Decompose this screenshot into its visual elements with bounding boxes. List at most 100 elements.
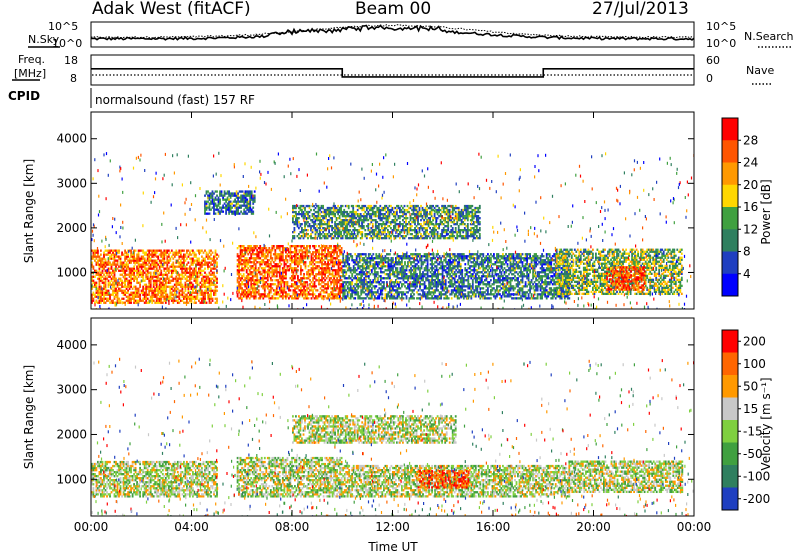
- cell-mark: [322, 271, 325, 274]
- cell-mark: [500, 283, 503, 286]
- cell-mark: [178, 301, 181, 304]
- cell-mark: [474, 269, 477, 272]
- cell-mark: [260, 255, 263, 258]
- cell-mark: [101, 291, 104, 294]
- cell-mark: [241, 249, 244, 252]
- cell-mark: [315, 257, 317, 260]
- cell-mark: [94, 269, 96, 272]
- cell-mark: [292, 245, 295, 248]
- cell-mark: [169, 269, 172, 272]
- cell-mark: [253, 285, 256, 288]
- cell-mark: [278, 293, 281, 296]
- cell-mark: [396, 255, 399, 258]
- cell-mark: [426, 257, 429, 260]
- cell-mark: [242, 263, 245, 266]
- cell-mark: [331, 293, 334, 296]
- cell-mark: [309, 245, 311, 248]
- cell-mark: [149, 281, 152, 284]
- cell-mark: [402, 291, 405, 294]
- cell-mark: [487, 269, 489, 272]
- cell-mark: [272, 275, 275, 278]
- cell-mark: [402, 265, 405, 268]
- cell-mark: [404, 273, 406, 276]
- cell-mark: [288, 287, 290, 290]
- cell-mark: [524, 281, 527, 284]
- cell-mark: [274, 255, 277, 258]
- cell-mark: [104, 289, 107, 292]
- cell-mark: [176, 283, 179, 286]
- cell-mark: [245, 287, 248, 290]
- cell-mark: [432, 273, 435, 276]
- cell-mark: [158, 249, 161, 252]
- cell-mark: [262, 261, 265, 264]
- cell-mark: [149, 265, 152, 268]
- cell-mark: [392, 261, 394, 264]
- cell-mark: [133, 301, 136, 304]
- cell-mark: [164, 273, 167, 276]
- cell-mark: [485, 255, 488, 258]
- cell-mark: [169, 285, 172, 288]
- cell-mark: [148, 265, 151, 268]
- cell-mark: [517, 277, 519, 280]
- cell-mark: [263, 271, 266, 274]
- cell-mark: [503, 293, 506, 296]
- cell-mark: [423, 281, 426, 284]
- cell-mark: [257, 291, 260, 294]
- cell-mark: [515, 277, 518, 280]
- cell-mark: [473, 289, 476, 292]
- cell-mark: [536, 275, 539, 278]
- cell-mark: [363, 267, 366, 270]
- cell-mark: [396, 281, 399, 284]
- cell-mark: [499, 269, 501, 272]
- cell-mark: [533, 291, 536, 294]
- cell-mark: [383, 263, 385, 266]
- cell-mark: [452, 259, 455, 262]
- cell-mark: [181, 285, 184, 288]
- cell-mark: [318, 277, 320, 280]
- cell-mark: [193, 251, 196, 254]
- cell-mark: [336, 271, 339, 274]
- cell-mark: [471, 261, 474, 264]
- cell-mark: [468, 287, 471, 290]
- cell-mark: [104, 249, 107, 252]
- cell-mark: [239, 283, 242, 286]
- cell-mark: [195, 285, 197, 288]
- cell-mark: [517, 253, 519, 256]
- cell-mark: [163, 297, 166, 300]
- cell-mark: [118, 265, 120, 268]
- cell-mark: [342, 271, 345, 274]
- cell-mark: [542, 269, 545, 272]
- cell-mark: [407, 257, 409, 260]
- cell-mark: [453, 293, 456, 296]
- cell-mark: [480, 265, 483, 268]
- cell-mark: [301, 259, 304, 262]
- cell-mark: [484, 271, 486, 274]
- cell-mark: [361, 263, 364, 266]
- cell-mark: [331, 255, 334, 258]
- cell-mark: [160, 299, 163, 302]
- cell-mark: [192, 259, 194, 262]
- cell-mark: [184, 267, 187, 270]
- cell-mark: [133, 285, 136, 288]
- cell-mark: [285, 281, 287, 284]
- cell-mark: [151, 299, 154, 302]
- cell-mark: [487, 263, 489, 266]
- cell-mark: [204, 261, 206, 264]
- cell-mark: [456, 271, 459, 274]
- cell-mark: [143, 251, 146, 254]
- cell-mark: [566, 273, 569, 276]
- cell-mark: [166, 293, 169, 296]
- cell-mark: [379, 275, 382, 278]
- cell-mark: [479, 277, 482, 280]
- cell-mark: [496, 255, 498, 258]
- cell-mark: [322, 277, 325, 280]
- cell-mark: [530, 261, 533, 264]
- cell-mark: [128, 249, 131, 252]
- cell-mark: [340, 253, 343, 256]
- cell-mark: [484, 269, 486, 272]
- cell-mark: [149, 287, 152, 290]
- cell-mark: [413, 289, 415, 292]
- cell-mark: [456, 267, 459, 270]
- cell-mark: [419, 259, 421, 262]
- cell-mark: [304, 267, 307, 270]
